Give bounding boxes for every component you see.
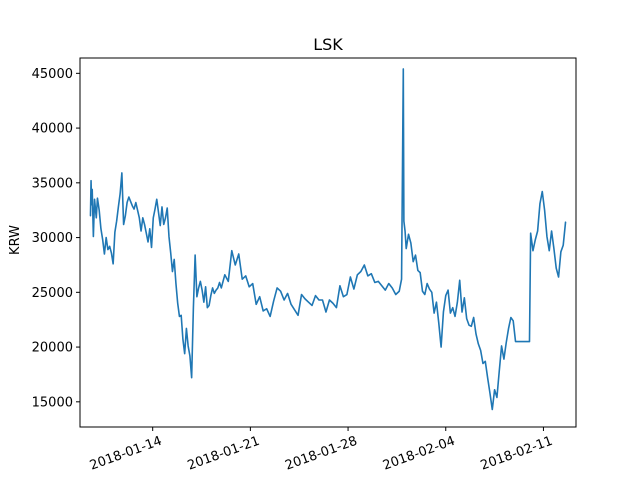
y-tick-label: 45000	[32, 67, 73, 82]
plot-area	[89, 68, 567, 411]
y-tick-label: 40000	[32, 122, 73, 137]
y-axis-ticks: 15000 20000 25000 30000 35000 40000 45000	[32, 67, 80, 410]
chart-title: LSK	[313, 35, 343, 54]
y-tick-label: 25000	[32, 286, 73, 301]
y-tick-label: 35000	[32, 176, 73, 191]
series-line-0	[89, 68, 567, 411]
plot-frame	[79, 57, 577, 428]
y-axis-label: KRW	[8, 225, 23, 255]
y-tick-label: 30000	[32, 231, 73, 246]
y-tick-label: 15000	[32, 395, 73, 410]
y-tick-label: 20000	[32, 341, 73, 356]
